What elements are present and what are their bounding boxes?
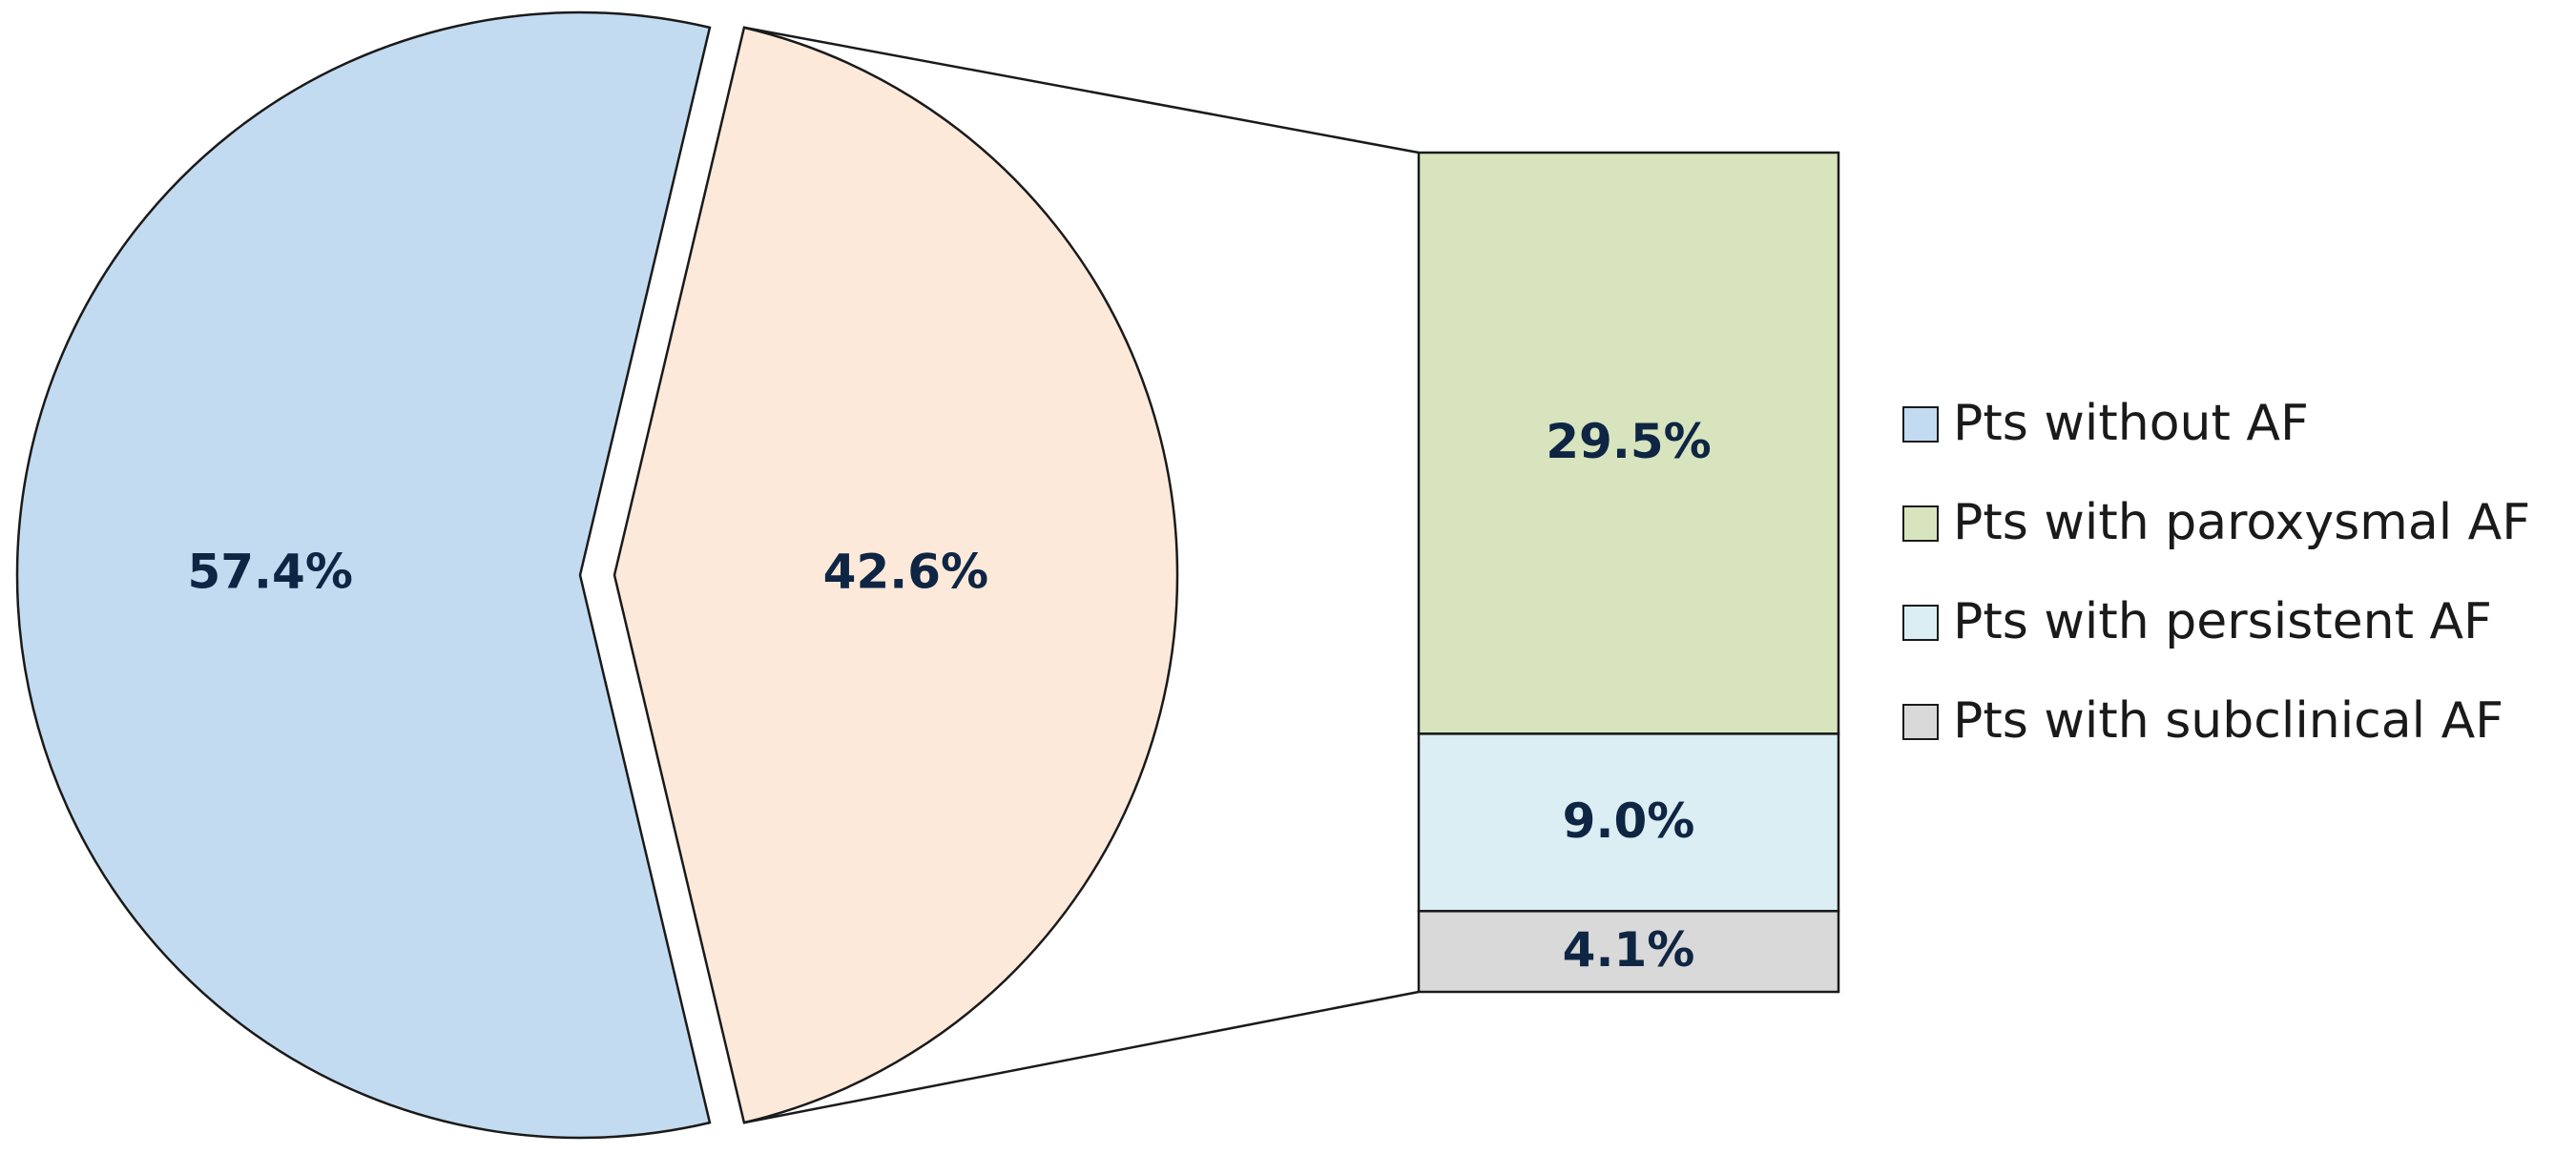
legend-label: Pts without AF [1953, 395, 2309, 452]
bar-label-paroxysmal: 29.5% [1546, 414, 1711, 469]
bar-label-persistent: 9.0% [1563, 793, 1695, 849]
bar-segment-subclinical [1417, 910, 1840, 994]
legend-swatch [1902, 406, 1939, 443]
legend-swatch [1902, 704, 1939, 740]
connector-line-top [743, 26, 1420, 155]
legend-swatch [1902, 505, 1939, 542]
legend-swatch [1902, 605, 1939, 641]
legend-label: Pts with persistent AF [1953, 593, 2492, 650]
pie-slice-with-af [613, 26, 1179, 1124]
bar-segment-persistent [1417, 732, 1840, 913]
bar-label-subclinical: 4.1% [1563, 922, 1695, 978]
bar-segment-paroxysmal [1417, 151, 1840, 735]
pie-slice-without-af [15, 10, 712, 1140]
legend-label: Pts with subclinical AF [1953, 692, 2503, 750]
pie-label-with-af: 42.6% [823, 545, 988, 600]
connector-line-bottom [743, 990, 1420, 1124]
pie-label-without-af: 57.4% [187, 545, 352, 600]
legend-label: Pts with paroxysmal AF [1953, 494, 2530, 551]
